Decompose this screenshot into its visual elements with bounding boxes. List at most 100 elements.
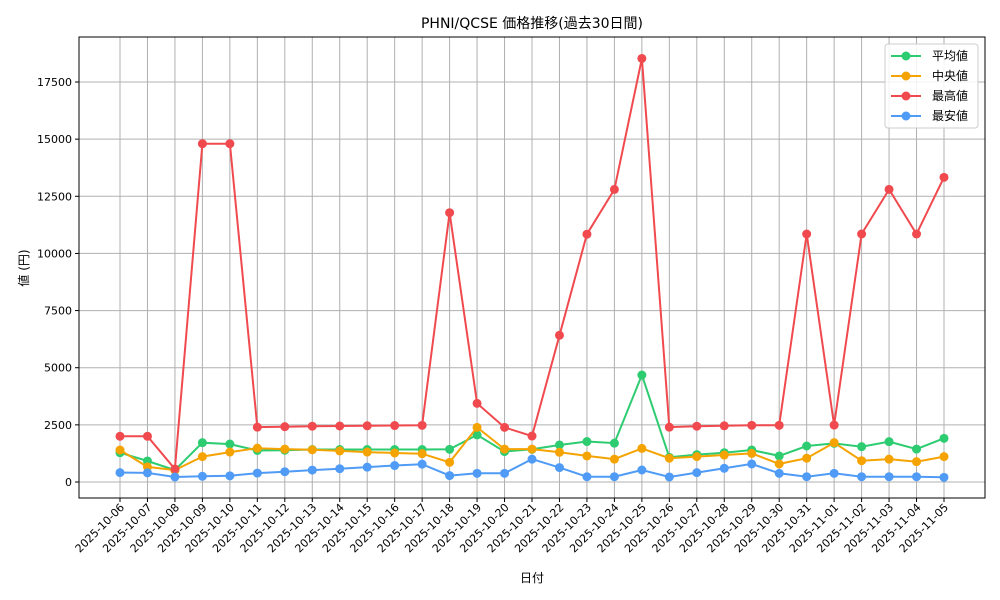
data-point — [197, 438, 207, 448]
data-point — [637, 465, 647, 475]
data-point — [802, 472, 812, 482]
y-tick-label: 5000 — [44, 362, 72, 375]
data-point — [747, 459, 757, 469]
data-point — [472, 468, 482, 478]
data-point — [692, 421, 702, 431]
x-axis-label: 日付 — [520, 571, 544, 585]
data-point — [115, 445, 125, 455]
data-point — [225, 139, 235, 149]
data-point — [912, 229, 922, 239]
y-tick-label: 0 — [65, 476, 72, 489]
data-point — [637, 370, 647, 380]
legend-item: 平均値 — [891, 48, 968, 63]
data-point — [664, 472, 674, 482]
data-point — [500, 444, 510, 454]
data-point — [637, 53, 647, 63]
data-point — [582, 437, 592, 447]
y-tick-label: 7500 — [44, 305, 72, 318]
data-point — [500, 422, 510, 432]
data-point — [417, 449, 427, 459]
y-tick-label: 12500 — [37, 190, 72, 203]
data-point — [857, 456, 867, 466]
data-point — [500, 468, 510, 478]
legend-item: 最安値 — [891, 108, 968, 123]
data-point — [252, 422, 262, 432]
data-point — [912, 472, 922, 482]
data-point — [362, 421, 372, 431]
data-point — [664, 422, 674, 432]
data-point — [802, 441, 812, 451]
data-point — [719, 463, 729, 473]
data-point — [142, 431, 152, 441]
data-point — [197, 471, 207, 481]
data-point — [857, 442, 867, 452]
data-point — [252, 468, 262, 478]
data-point — [857, 472, 867, 482]
data-point — [829, 420, 839, 430]
data-point — [362, 447, 372, 457]
data-point — [170, 472, 180, 482]
data-point — [390, 448, 400, 458]
data-point — [307, 465, 317, 475]
y-tick-label: 17500 — [37, 76, 72, 89]
data-point — [719, 450, 729, 460]
data-point — [719, 421, 729, 431]
data-point — [774, 451, 784, 461]
data-point — [472, 422, 482, 432]
data-point — [774, 459, 784, 469]
data-point — [829, 468, 839, 478]
data-point — [582, 229, 592, 239]
data-point — [335, 464, 345, 474]
data-point — [582, 451, 592, 461]
data-point — [362, 462, 372, 472]
data-point — [637, 443, 647, 453]
data-point — [472, 430, 482, 440]
data-point — [225, 447, 235, 457]
data-point — [417, 459, 427, 469]
y-tick-label: 15000 — [37, 133, 72, 146]
legend-label: 最高値 — [932, 88, 968, 103]
y-tick-label: 10000 — [37, 247, 72, 260]
data-series — [115, 53, 949, 482]
data-point — [802, 453, 812, 463]
data-point — [170, 464, 180, 474]
y-axis-ticks: 0 2500 5000 7500 10000 12500 15000 17500 — [37, 76, 79, 489]
data-point — [335, 446, 345, 456]
series-3 — [115, 454, 949, 482]
legend-item: 中央値 — [891, 68, 968, 83]
data-point — [280, 467, 290, 477]
data-point — [774, 468, 784, 478]
data-point — [884, 454, 894, 464]
data-point — [912, 444, 922, 454]
data-point — [527, 444, 537, 454]
data-point — [884, 472, 894, 482]
data-point — [692, 452, 702, 462]
data-point — [445, 208, 455, 218]
data-point — [939, 472, 949, 482]
data-point — [829, 438, 839, 448]
data-point — [527, 454, 537, 464]
data-point — [582, 472, 592, 482]
data-point — [390, 461, 400, 471]
data-point — [554, 330, 564, 340]
series-1 — [115, 422, 949, 475]
legend-marker-icon — [901, 91, 911, 101]
x-axis-ticks: 2025-10-062025-10-072025-10-082025-10-09… — [73, 498, 951, 555]
legend-box — [884, 43, 979, 129]
data-point — [307, 445, 317, 455]
legend-item: 最高値 — [891, 88, 968, 103]
data-point — [912, 457, 922, 467]
data-point — [554, 447, 564, 457]
series-2 — [115, 53, 949, 474]
data-point — [609, 184, 619, 194]
data-point — [939, 452, 949, 462]
data-point — [280, 444, 290, 454]
legend-label: 中央値 — [932, 68, 968, 83]
data-point — [664, 453, 674, 463]
chart-title: PHNI/QCSE 価格推移(過去30日間) — [421, 16, 643, 32]
data-point — [445, 457, 455, 467]
legend-marker-icon — [901, 51, 911, 61]
legend-label: 最安値 — [932, 108, 968, 123]
